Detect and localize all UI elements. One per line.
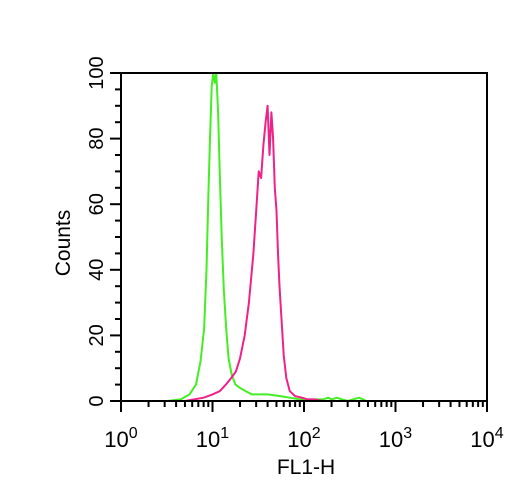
series-line-1 [121,72,487,402]
x-tick-labels: 100 101 102 103 104 [104,425,503,452]
y-tick-labels: 0 20 40 60 80 100 [86,56,108,406]
y-tick-label: 40 [86,259,108,281]
x-tick-label: 101 [196,425,229,452]
y-tick-label: 20 [86,324,108,346]
y-tick-label: 80 [86,127,108,149]
x-tick-label: 103 [379,425,412,452]
y-tick-label: 60 [86,193,108,215]
axis-ticks [110,72,488,412]
y-tick-label: 0 [86,395,108,406]
y-axis-title: Counts [52,210,75,277]
x-tick-label: 100 [104,425,137,452]
series-line-2 [121,104,487,402]
x-axis-title: FL1-H [277,456,335,477]
data-series [121,72,487,402]
plot-frame [120,72,488,402]
y-tick-label: 100 [86,56,108,89]
x-tick-label: 102 [287,425,320,452]
x-tick-label: 104 [470,425,503,452]
